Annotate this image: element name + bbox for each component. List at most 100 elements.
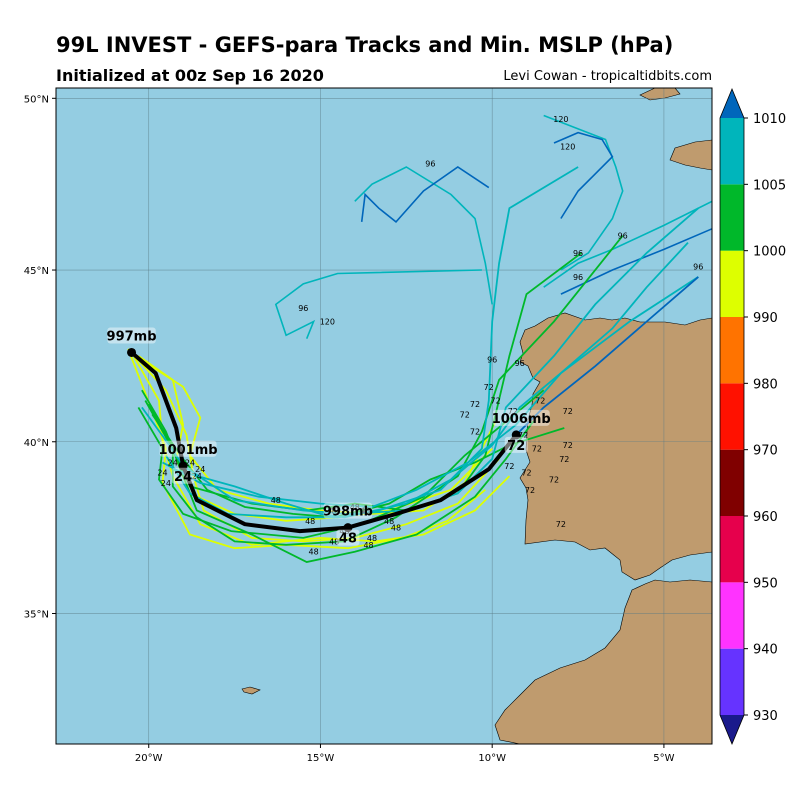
forecast-hour-mark: 24: [168, 458, 178, 467]
mean-track-point: [343, 523, 353, 533]
mean-track-point: [178, 461, 188, 471]
land-ireland: [639, 88, 681, 101]
colorbar-segment: [720, 648, 744, 715]
forecast-hour-mark: 72: [549, 476, 559, 485]
forecast-hour-mark: 72: [491, 397, 501, 406]
forecast-hour-mark: 72: [563, 407, 573, 416]
extratropical-track: [274, 269, 482, 339]
colorbar-label: 1000: [753, 245, 786, 260]
forecast-hour-mark: 48: [367, 534, 377, 543]
forecast-hour-mark: 24: [195, 465, 205, 474]
forecast-hour-mark: 72: [470, 427, 480, 436]
forecast-hour-mark: 72: [484, 383, 494, 392]
land-africa: [494, 579, 712, 744]
grid-lines: [56, 88, 712, 744]
mean-track-point: [127, 347, 137, 357]
forecast-hour-mark: 120: [320, 318, 335, 327]
forecast-hour-mark: 48: [391, 524, 401, 533]
colorbar-segment: [720, 516, 744, 583]
lon-tick-label: 15°W: [307, 753, 335, 764]
lon-tick-label: 10°W: [478, 753, 506, 764]
hour-label: 24: [174, 470, 192, 485]
forecast-hour-mark: 48: [360, 506, 370, 515]
forecast-hour-mark: 96: [618, 232, 628, 241]
mean-track-point: [511, 430, 521, 440]
forecast-hour-mark: 72: [559, 455, 569, 464]
forecast-hour-mark: 72: [532, 445, 542, 454]
forecast-hour-mark: 48: [363, 541, 373, 550]
forecast-hour-mark: 72: [525, 486, 535, 495]
lat-tick-label: 35°N: [24, 609, 49, 620]
forecast-hour-mark: 72: [521, 469, 531, 478]
colorbar-label: 950: [753, 576, 778, 591]
axis-ticks: 50°N 45°N 40°N 35°N 20°W 15°W 10°W 5°W: [24, 94, 675, 764]
mslp-colorbar: 930 940 950 960 970 980 990 1000 1005 1010: [719, 87, 786, 746]
forecast-hour-mark: 48: [329, 537, 339, 546]
member-track: [137, 389, 545, 539]
forecast-hour-mark: 24: [192, 472, 202, 481]
forecast-hour-mark: 120: [749, 166, 764, 175]
member-track: [162, 276, 699, 508]
forecast-hour-mark: 72: [518, 431, 528, 440]
forecast-hour-mark: 48: [350, 503, 360, 512]
lat-tick-label: 50°N: [24, 94, 49, 105]
credit-text: Levi Cowan - tropicaltidbits.com: [503, 69, 712, 84]
chart-title: 99L INVEST - GEFS-para Tracks and Min. M…: [56, 33, 674, 57]
colorbar-label: 980: [753, 377, 778, 392]
mean-track: [127, 347, 521, 534]
colorbar-segment: [720, 317, 744, 384]
map-frame: [55, 87, 713, 745]
mslp-label: 998mb: [323, 505, 373, 520]
forecast-hour-mark: 48: [329, 506, 339, 515]
forecast-hour-mark: 96: [693, 263, 703, 272]
extratropical-track: [543, 114, 624, 271]
member-track: [141, 389, 535, 563]
mslp-label-halo: [323, 502, 373, 519]
forecast-hour-mark: 24: [161, 479, 171, 488]
forecast-hour-mark: 72: [460, 410, 470, 419]
forecast-hour-mark: 96: [298, 304, 308, 313]
lon-tick-label: 20°W: [135, 753, 163, 764]
forecast-hour-mark: 72: [470, 400, 480, 409]
extratropical-track: [354, 166, 493, 305]
forecast-hour-mark: 48: [271, 496, 281, 505]
colorbar-segment: [720, 250, 744, 317]
mslp-label: 1001mb: [159, 443, 218, 458]
hour-label-halo: [336, 529, 360, 546]
colorbar-label: 1010: [753, 112, 786, 127]
hour-label: 72: [507, 439, 525, 454]
colorbar-label: 940: [753, 643, 778, 658]
member-track: [515, 276, 699, 436]
hour-label-halo: [171, 467, 195, 484]
colorbar-segment: [720, 582, 744, 649]
init-time: Initialized at 00z Sep 16 2020: [56, 66, 324, 85]
extratropical-track: [360, 166, 490, 223]
forecast-hour-mark: 96: [487, 355, 497, 364]
forecast-hour-mark: 48: [339, 527, 349, 536]
mslp-label: 997mb: [107, 329, 157, 344]
colorbar-label: 990: [753, 311, 778, 326]
forecast-hour-mark: 48: [308, 548, 318, 557]
lon-tick-label: 5°W: [653, 753, 674, 764]
mslp-label-halo: [107, 327, 156, 344]
mslp-label-halo: [492, 409, 550, 426]
forecast-hour-mark: 96: [515, 359, 525, 368]
land-madeira: [241, 686, 261, 695]
mean-track-line: [130, 350, 518, 534]
forecast-hour-mark: 72: [556, 520, 566, 529]
colorbar-segment: [720, 449, 744, 516]
colorbar-segment: [720, 184, 744, 251]
forecast-hour-mark: 72: [504, 462, 514, 471]
forecast-hour-mark: 24: [185, 458, 195, 467]
forecast-hour-mark: 120: [560, 142, 575, 151]
extratropical-track: [553, 131, 614, 219]
colorbar-label: 960: [753, 510, 778, 525]
lat-tick-label: 40°N: [24, 438, 49, 449]
mslp-label: 1006mb: [492, 412, 551, 427]
forecast-hour-mark: 96: [425, 160, 435, 169]
forecast-hour-mark: 24: [157, 469, 167, 478]
member-track: [172, 241, 689, 519]
forecast-hour-mark: 72: [508, 407, 518, 416]
